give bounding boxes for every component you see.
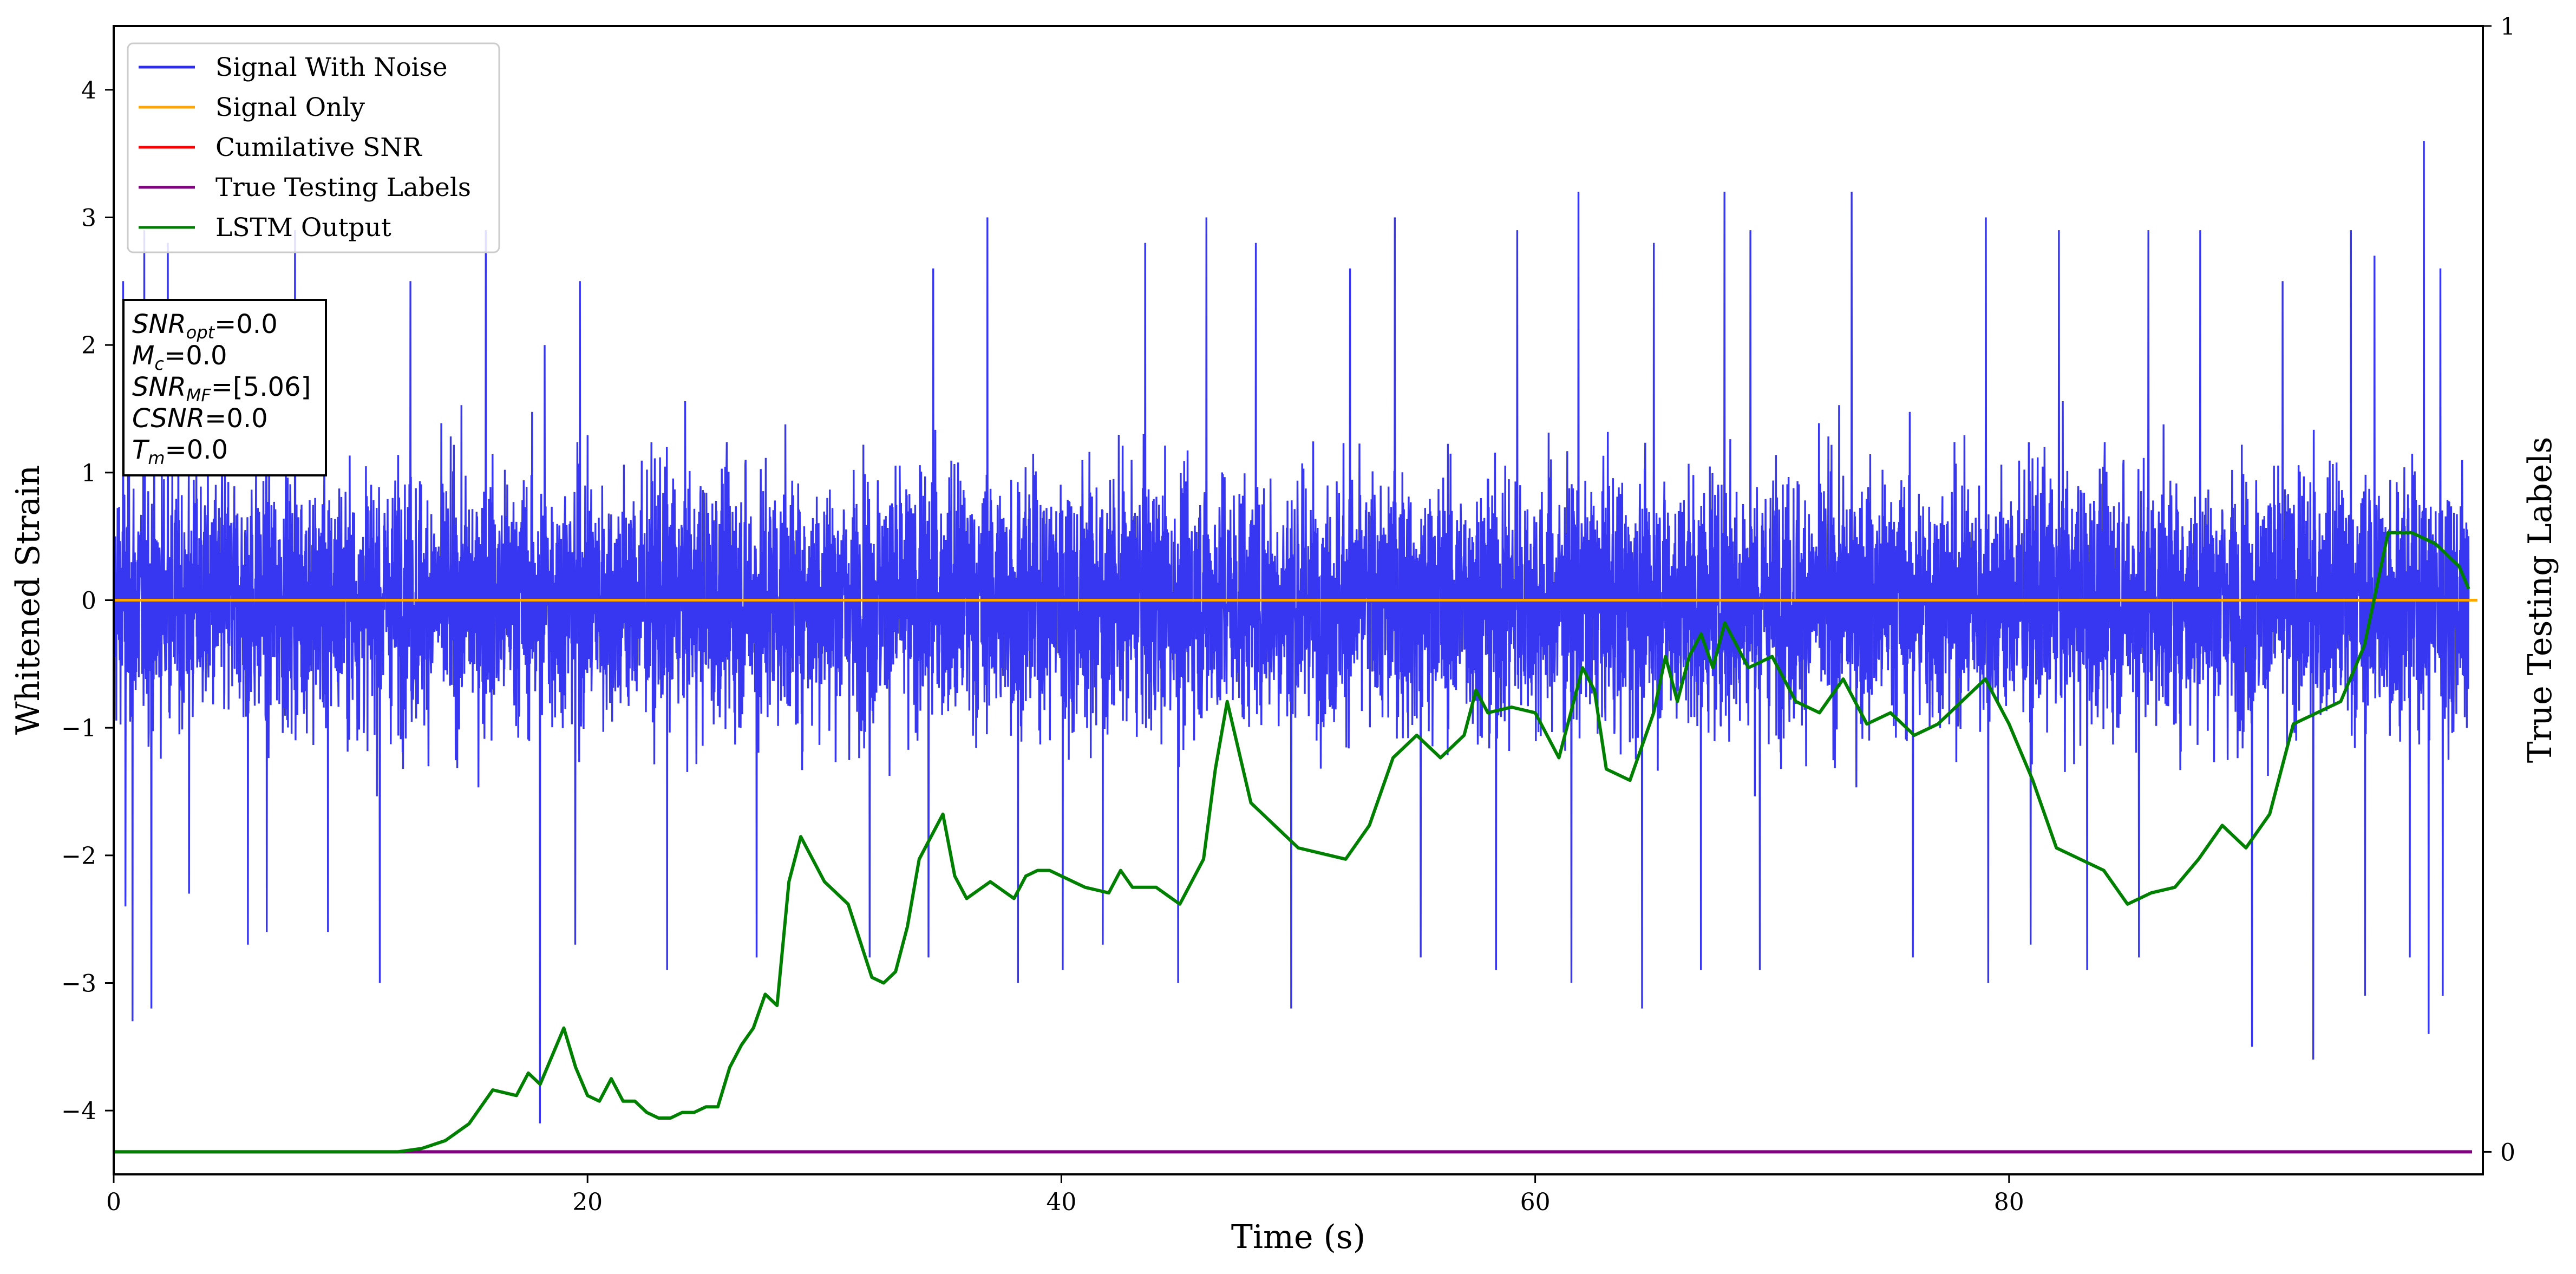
info-subscript: m <box>148 448 165 468</box>
info-box-line: SNRopt=0.0 <box>132 309 325 343</box>
x-axis-label: Time (s) <box>1231 1218 1365 1256</box>
legend-label: Cumilative SNR <box>215 133 422 162</box>
y-axis-label-right: True Testing Labels <box>2521 437 2559 763</box>
y-tick-label: −3 <box>61 970 96 998</box>
y-right-tick-label: 1 <box>2500 13 2515 41</box>
y-right-tick-label: 0 <box>2500 1139 2515 1166</box>
x-tick-label: 40 <box>1046 1188 1076 1216</box>
info-value: =0.0 <box>164 341 227 371</box>
plot-lines <box>114 531 2477 1154</box>
legend-label: Signal Only <box>215 93 365 122</box>
info-value: =0.0 <box>165 435 228 465</box>
info-subscript: opt <box>186 322 215 343</box>
x-tick-label: 80 <box>1994 1188 2024 1216</box>
y-tick-label: 2 <box>81 332 96 360</box>
info-box-line: Tm=0.0 <box>132 434 325 468</box>
lstm-output-line <box>114 531 2470 1154</box>
x-tick-label: 20 <box>572 1188 603 1216</box>
legend-label: Signal With Noise <box>215 53 448 82</box>
legend-box <box>127 42 500 253</box>
info-box-line: CSNR=0.0 <box>132 403 325 434</box>
y-axis-label-left: Whitened Strain <box>9 465 47 735</box>
y-tick-label: −2 <box>61 842 96 870</box>
signal-with-noise-series <box>113 141 2470 1123</box>
info-symbol: T <box>132 435 148 465</box>
info-value: =0.0 <box>214 309 278 339</box>
parameter-info-box: SNRopt=0.0 Mc=0.0 SNRMF=[5.06] CSNR=0.0 Tm=0… <box>122 299 327 476</box>
info-symbol: SNR <box>132 372 186 402</box>
y-tick-label: 0 <box>81 587 96 615</box>
info-symbol: SNR <box>132 309 186 339</box>
info-box-line: SNRMF=[5.06] <box>132 371 325 406</box>
y-tick-label: −1 <box>61 715 96 742</box>
info-symbol: M <box>132 341 155 371</box>
signal-with-noise-line <box>113 141 2470 1123</box>
y-tick-label: 3 <box>81 205 96 232</box>
y-tick-label: 4 <box>81 77 96 104</box>
info-value: =0.0 <box>205 403 268 434</box>
legend-label: LSTM Output <box>215 213 391 243</box>
info-subscript: MF <box>186 385 211 406</box>
info-box-line: Mc=0.0 <box>132 340 325 374</box>
x-tick-label: 0 <box>106 1188 121 1216</box>
axis-ticks: 0 20 40 60 80 4 3 2 1 0 −1 −2 −3 −4 1 0 <box>61 13 2515 1216</box>
y-tick-label: 1 <box>81 460 96 487</box>
info-subscript: c <box>154 354 165 374</box>
x-tick-label: 60 <box>1520 1188 1551 1216</box>
info-symbol: CSNR <box>132 403 205 434</box>
legend-label: True Testing Labels <box>215 173 471 202</box>
legend: Signal With Noise Signal Only Cumilative S… <box>127 42 500 253</box>
y-tick-label: −4 <box>61 1097 96 1125</box>
info-value: =[5.06] <box>211 372 311 402</box>
